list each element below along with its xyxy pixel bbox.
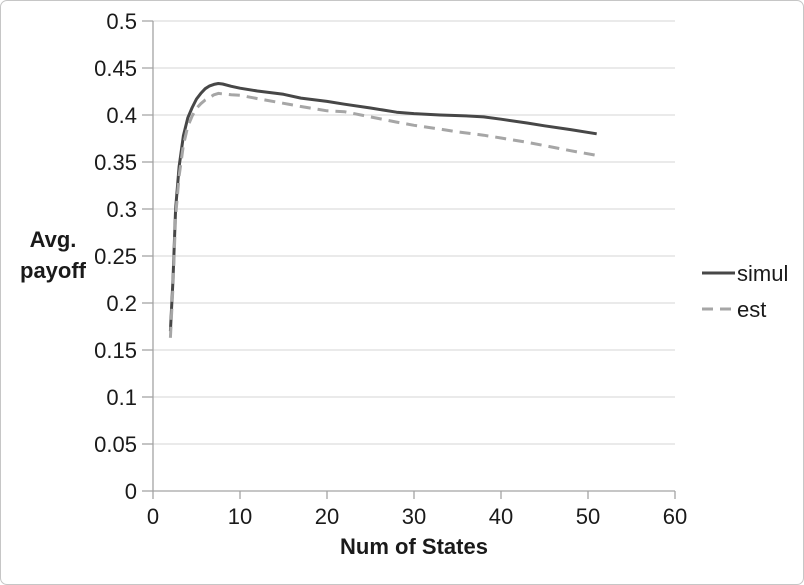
gridlines — [153, 20, 675, 445]
x-tick-label: 60 — [663, 504, 687, 529]
legend-label-est: est — [737, 297, 766, 322]
x-tick-label: 0 — [147, 504, 159, 529]
y-tick-label: 0.5 — [106, 9, 137, 34]
y-tick-label: 0.4 — [106, 103, 137, 128]
x-tick-label: 30 — [402, 504, 426, 529]
y-tick-label: 0.2 — [106, 291, 137, 316]
y-tick-label: 0.1 — [106, 385, 137, 410]
y-tick-label: 0.35 — [94, 150, 137, 175]
x-tick-label: 40 — [489, 504, 513, 529]
y-axis-title-line2: payoff — [20, 258, 87, 283]
y-tick-label: 0.05 — [94, 432, 137, 457]
legend: simul est — [702, 261, 788, 322]
x-tick-label: 50 — [576, 504, 600, 529]
series-lines — [168, 82, 597, 338]
x-axis-title: Num of States — [340, 534, 488, 559]
y-tick-label: 0.15 — [94, 338, 137, 363]
series-line-simul — [168, 82, 597, 332]
y-axis-title-line1: Avg. — [30, 227, 77, 252]
y-tick-label: 0.45 — [94, 56, 137, 81]
legend-label-simul: simul — [737, 261, 788, 286]
y-tick-label: 0 — [125, 479, 137, 504]
axes — [142, 20, 676, 499]
x-tick-label: 10 — [228, 504, 252, 529]
series-line-est — [168, 91, 597, 338]
y-tick-label: 0.25 — [94, 244, 137, 269]
tick-labels: 0 0.05 0.1 0.15 0.2 0.25 0.3 0.35 0.4 0.45 0.5 0 10 2… — [94, 9, 687, 529]
y-tick-label: 0.3 — [106, 197, 137, 222]
legend-item-simul: simul — [702, 261, 788, 286]
legend-item-est: est — [702, 297, 766, 322]
x-tick-label: 20 — [315, 504, 339, 529]
